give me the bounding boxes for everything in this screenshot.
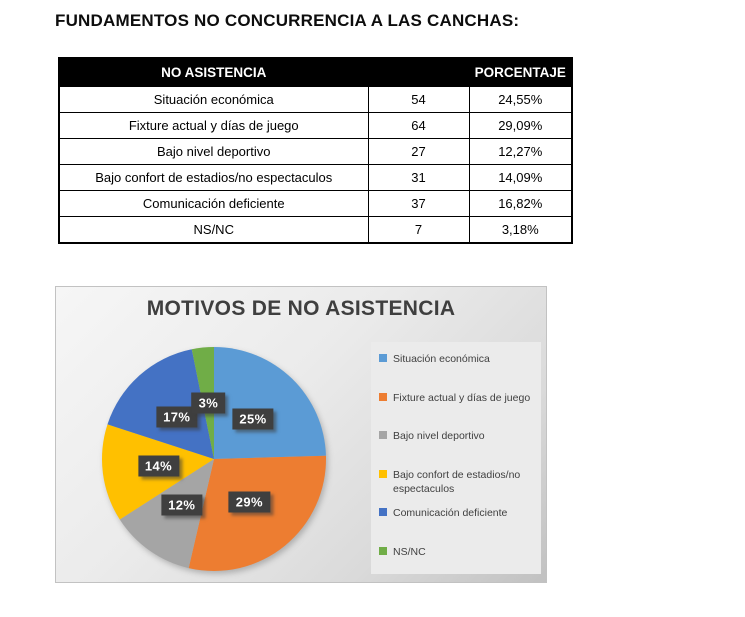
legend-swatch-icon bbox=[379, 547, 387, 555]
cell-reason: Bajo confort de estadios/no espectaculos bbox=[58, 164, 369, 191]
legend-item: NS/NC bbox=[379, 545, 537, 559]
cell-percentage: 12,27% bbox=[468, 138, 573, 165]
cell-count: 54 bbox=[367, 86, 470, 113]
legend-label: Situación económica bbox=[393, 353, 490, 365]
cell-reason: Situación económica bbox=[58, 86, 369, 113]
legend-label: NS/NC bbox=[393, 546, 426, 558]
no-asistencia-table: NO ASISTENCIA PORCENTAJE Situación econó… bbox=[58, 57, 573, 244]
cell-percentage: 3,18% bbox=[468, 216, 573, 244]
cell-percentage: 16,82% bbox=[468, 190, 573, 217]
table-row: NS/NC 7 3,18% bbox=[58, 216, 573, 244]
table-row: Situación económica 54 24,55% bbox=[58, 86, 573, 113]
cell-reason: Comunicación deficiente bbox=[58, 190, 369, 217]
legend-swatch-icon bbox=[379, 354, 387, 362]
cell-percentage: 24,55% bbox=[468, 86, 573, 113]
legend-swatch-icon bbox=[379, 431, 387, 439]
table-row: Bajo nivel deportivo 27 12,27% bbox=[58, 138, 573, 165]
legend-swatch-icon bbox=[379, 470, 387, 478]
chart-legend: Situación económica Fixture actual y día… bbox=[371, 342, 541, 574]
legend-label: Fixture actual y días de juego bbox=[393, 392, 531, 404]
pie-slice-1 bbox=[188, 455, 326, 572]
table-body: Situación económica 54 24,55% Fixture ac… bbox=[58, 86, 573, 244]
cell-percentage: 29,09% bbox=[468, 112, 573, 139]
cell-reason: NS/NC bbox=[58, 216, 369, 244]
cell-count: 7 bbox=[367, 216, 470, 244]
table-row: Fixture actual y días de juego 64 29,09% bbox=[58, 112, 573, 139]
cell-count: 31 bbox=[367, 164, 470, 191]
col-header-no-asistencia: NO ASISTENCIA bbox=[58, 57, 369, 87]
col-header-count bbox=[367, 57, 470, 87]
chart-title: MOTIVOS DE NO ASISTENCIA bbox=[146, 297, 456, 320]
pie-slice-4 bbox=[107, 349, 214, 459]
cell-percentage: 14,09% bbox=[468, 164, 573, 191]
legend-label: Comunicación deficiente bbox=[393, 507, 508, 519]
cell-reason: Fixture actual y días de juego bbox=[58, 112, 369, 139]
legend-label: Bajo confort de estadios/no espectaculos bbox=[393, 469, 521, 496]
cell-count: 37 bbox=[367, 190, 470, 217]
col-header-porcentaje: PORCENTAJE bbox=[468, 57, 573, 87]
legend-swatch-icon bbox=[379, 508, 387, 516]
legend-item: Fixture actual y días de juego bbox=[379, 391, 537, 405]
pie-slice-0 bbox=[214, 347, 326, 459]
pie-chart-panel: MOTIVOS DE NO ASISTENCIA 25% 29% 12% 14% 17%… bbox=[55, 286, 547, 583]
legend-swatch-icon bbox=[379, 393, 387, 401]
cell-reason: Bajo nivel deportivo bbox=[58, 138, 369, 165]
legend-item: Bajo confort de estadios/no espectaculos bbox=[379, 468, 537, 496]
legend-item: Bajo nivel deportivo bbox=[379, 429, 537, 443]
legend-label: Bajo nivel deportivo bbox=[393, 430, 485, 442]
table-header-row: NO ASISTENCIA PORCENTAJE bbox=[58, 57, 573, 87]
table-row: Comunicación deficiente 37 16,82% bbox=[58, 190, 573, 217]
cell-count: 27 bbox=[367, 138, 470, 165]
page-title: FUNDAMENTOS NO CONCURRENCIA A LAS CANCHA… bbox=[55, 11, 520, 30]
pie-svg bbox=[101, 347, 326, 572]
legend-item: Comunicación deficiente bbox=[379, 506, 537, 520]
table-row: Bajo confort de estadios/no espectaculos… bbox=[58, 164, 573, 191]
legend-item: Situación económica bbox=[379, 352, 537, 366]
cell-count: 64 bbox=[367, 112, 470, 139]
